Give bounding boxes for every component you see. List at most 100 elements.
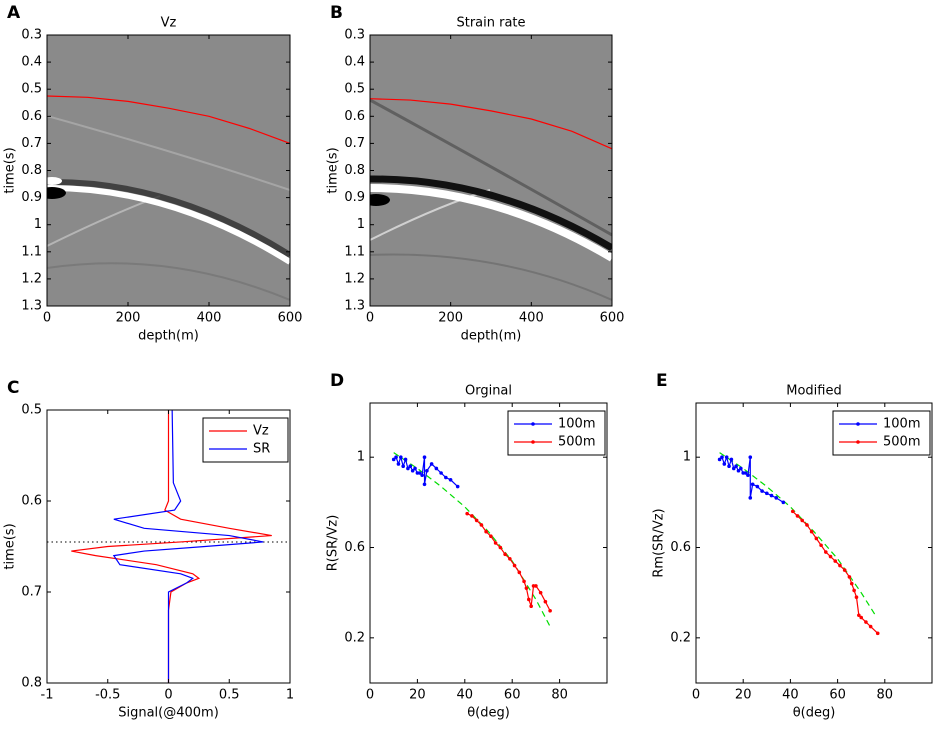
x-axis-label: depth(m): [138, 329, 199, 344]
marker: [736, 468, 741, 473]
x-tick-label: 600: [278, 311, 303, 326]
marker: [774, 496, 779, 500]
marker: [857, 613, 861, 618]
marker: [439, 471, 443, 475]
x-tick-label: 60: [504, 688, 521, 703]
panel-label: D: [330, 371, 344, 391]
marker: [517, 570, 522, 575]
y-tick-label: 0.7: [21, 136, 42, 151]
y-tick-label: 0.5: [344, 82, 365, 97]
y-tick-label: 0.8: [21, 163, 42, 178]
marker: [824, 550, 828, 554]
x-tick-label: 400: [197, 311, 222, 326]
marker: [455, 484, 460, 489]
marker: [498, 545, 503, 550]
marker: [529, 604, 533, 609]
marker: [731, 466, 736, 471]
marker: [408, 464, 413, 469]
x-tick-label: 80: [551, 688, 568, 703]
marker: [750, 482, 755, 487]
marker: [422, 482, 427, 487]
marker: [394, 455, 398, 459]
marker: [474, 518, 479, 523]
marker: [809, 529, 814, 534]
marker: [833, 559, 838, 563]
legend-box: [832, 410, 931, 456]
x-tick-label: 0: [164, 688, 172, 703]
marker: [425, 468, 429, 473]
marker: [755, 484, 760, 489]
marker: [484, 529, 488, 534]
marker: [734, 464, 738, 469]
axes-frame: [369, 402, 608, 684]
marker: [413, 466, 417, 471]
marker: [743, 471, 748, 475]
x-tick-label: 200: [438, 311, 463, 326]
marker: [819, 543, 823, 548]
legend-label: 500m: [558, 435, 595, 450]
y-axis-label: time(s): [326, 147, 341, 193]
y-axis-label: R(SR/Vz): [326, 515, 341, 572]
marker: [760, 489, 764, 493]
x-tick-label: -0.5: [95, 688, 120, 703]
y-tick-label: 0.6: [21, 109, 42, 124]
series-line: [112, 409, 264, 683]
y-tick-label: 1: [683, 450, 691, 465]
x-tick-label: 400: [519, 311, 544, 326]
y-tick-label: 0.8: [21, 676, 42, 691]
marker: [828, 554, 833, 559]
marker: [720, 455, 724, 459]
marker: [748, 496, 753, 500]
marker: [422, 455, 427, 459]
marker: [765, 491, 769, 496]
y-tick-label: 0.7: [21, 585, 42, 600]
y-tick-label: 1.2: [344, 271, 365, 286]
marker: [410, 468, 415, 473]
legend-marker: [856, 440, 860, 444]
marker: [724, 455, 729, 459]
y-tick-label: 1: [357, 450, 365, 465]
seismic-image: [47, 35, 290, 306]
x-tick-label: 1: [286, 688, 294, 703]
y-tick-label: 0.9: [21, 190, 42, 205]
y-tick-label: 1.1: [21, 244, 42, 259]
marker: [543, 599, 548, 604]
marker: [538, 590, 543, 595]
y-tick-label: 1.3: [344, 299, 365, 314]
marker: [717, 457, 722, 462]
marker: [748, 455, 753, 459]
x-tick-label: 80: [877, 688, 894, 703]
x-tick-label: 0: [692, 688, 700, 703]
marker: [524, 586, 529, 590]
x-axis-label: Signal(@400m): [118, 706, 219, 721]
y-tick-label: 1: [34, 217, 42, 232]
legend-marker: [856, 422, 860, 426]
x-tick-label: -1: [41, 688, 54, 703]
marker: [864, 620, 868, 624]
x-tick-label: 0: [366, 688, 374, 703]
axes-frame: [695, 402, 933, 684]
x-axis-label: θ(deg): [467, 706, 510, 721]
y-tick-label: 1.3: [21, 299, 42, 314]
panel-label: E: [656, 371, 668, 391]
y-tick-label: 1.2: [21, 271, 42, 286]
marker: [489, 534, 493, 539]
marker: [526, 597, 531, 602]
legend-marker: [531, 440, 535, 444]
x-tick-label: 600: [600, 311, 625, 326]
marker: [512, 563, 517, 568]
legend-marker: [531, 422, 535, 426]
y-tick-label: 0.6: [344, 540, 365, 555]
chart-title: Strain rate: [456, 16, 525, 31]
y-tick-label: 0.9: [344, 190, 365, 205]
marker: [548, 608, 552, 613]
marker: [814, 536, 819, 541]
y-axis-label: time(s): [3, 523, 18, 569]
marker: [503, 552, 507, 557]
marker: [429, 462, 434, 466]
y-tick-label: 0.4: [344, 55, 365, 70]
marker: [470, 514, 474, 518]
marker: [859, 615, 863, 620]
x-tick-label: 60: [829, 688, 846, 703]
marker: [849, 581, 854, 586]
